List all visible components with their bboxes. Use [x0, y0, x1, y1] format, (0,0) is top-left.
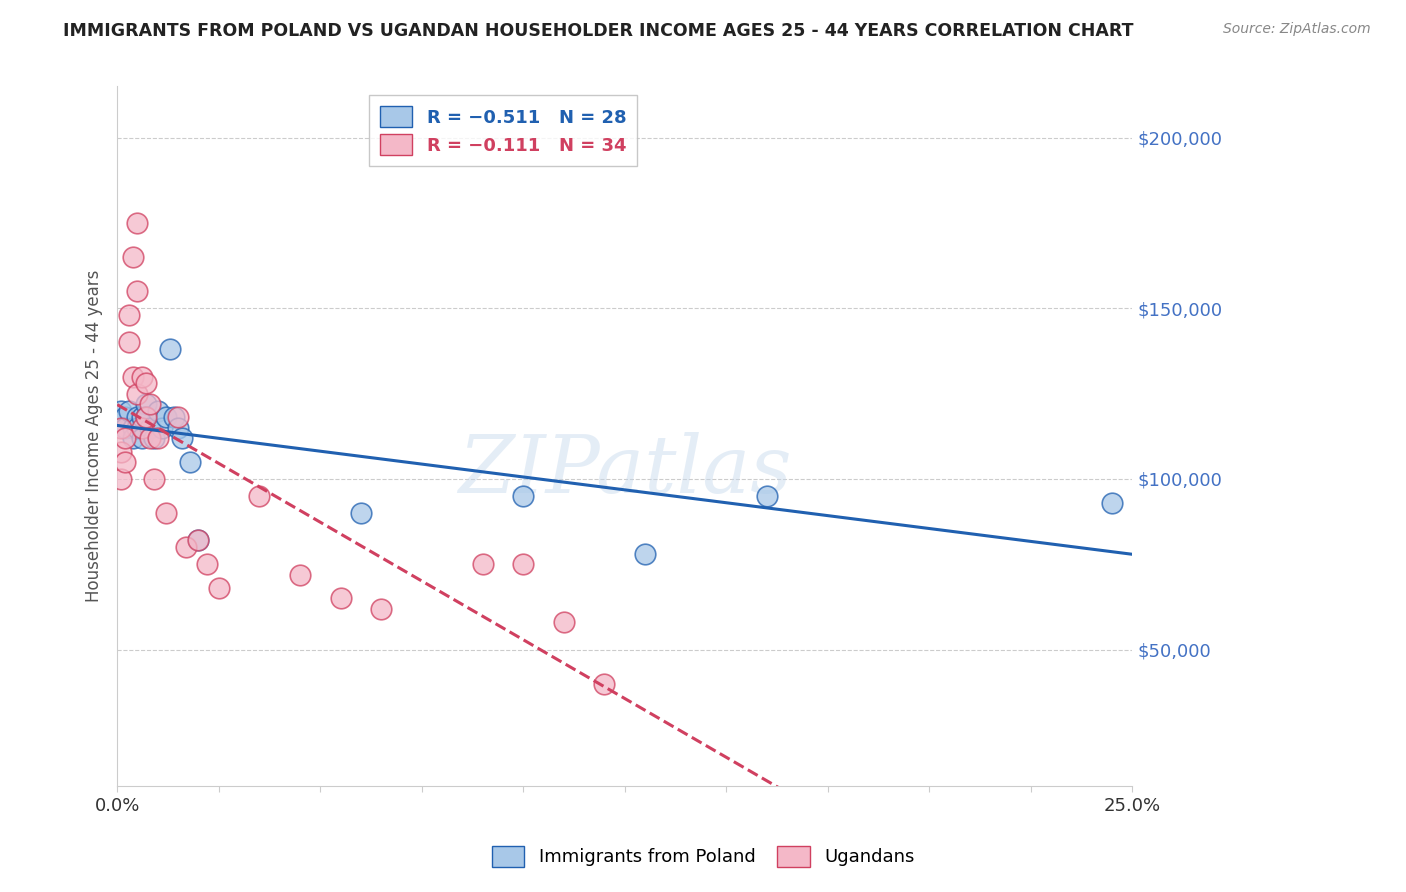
Point — [146, 431, 169, 445]
Point — [114, 410, 136, 425]
Point — [247, 489, 270, 503]
Point — [135, 410, 157, 425]
Legend: R = −0.511   N = 28, R = −0.111   N = 34: R = −0.511 N = 28, R = −0.111 N = 34 — [368, 95, 637, 166]
Point — [634, 547, 657, 561]
Point — [755, 489, 778, 503]
Point — [172, 431, 194, 445]
Point — [138, 431, 160, 445]
Point — [110, 472, 132, 486]
Point — [135, 397, 157, 411]
Point — [179, 455, 201, 469]
Point — [512, 489, 534, 503]
Y-axis label: Householder Income Ages 25 - 44 years: Householder Income Ages 25 - 44 years — [86, 270, 103, 602]
Point — [122, 421, 145, 435]
Point — [288, 567, 311, 582]
Point — [114, 431, 136, 445]
Point — [138, 397, 160, 411]
Point — [471, 558, 494, 572]
Point — [114, 455, 136, 469]
Point — [350, 506, 373, 520]
Point — [131, 431, 153, 445]
Point — [127, 284, 149, 298]
Point — [127, 410, 149, 425]
Point — [208, 581, 231, 595]
Text: IMMIGRANTS FROM POLAND VS UGANDAN HOUSEHOLDER INCOME AGES 25 - 44 YEARS CORRELAT: IMMIGRANTS FROM POLAND VS UGANDAN HOUSEH… — [63, 22, 1133, 40]
Point — [329, 591, 352, 606]
Point — [131, 421, 153, 435]
Point — [118, 403, 141, 417]
Point — [370, 601, 392, 615]
Point — [159, 342, 181, 356]
Point — [135, 410, 157, 425]
Legend: Immigrants from Poland, Ugandans: Immigrants from Poland, Ugandans — [485, 838, 921, 874]
Point — [167, 410, 190, 425]
Point — [187, 533, 209, 548]
Point — [122, 250, 145, 264]
Point — [138, 421, 160, 435]
Point — [163, 410, 186, 425]
Point — [195, 558, 218, 572]
Point — [553, 615, 575, 630]
Point — [127, 386, 149, 401]
Point — [122, 369, 145, 384]
Text: ZIPatlas: ZIPatlas — [458, 433, 792, 510]
Point — [131, 410, 153, 425]
Point — [150, 421, 173, 435]
Point — [155, 410, 177, 425]
Point — [114, 421, 136, 435]
Point — [146, 403, 169, 417]
Point — [127, 421, 149, 435]
Point — [167, 421, 190, 435]
Point — [135, 376, 157, 391]
Point — [110, 403, 132, 417]
Point — [187, 533, 209, 548]
Point — [512, 558, 534, 572]
Point — [118, 308, 141, 322]
Text: Source: ZipAtlas.com: Source: ZipAtlas.com — [1223, 22, 1371, 37]
Point — [142, 472, 165, 486]
Point — [127, 216, 149, 230]
Point — [131, 369, 153, 384]
Point — [142, 431, 165, 445]
Point — [110, 444, 132, 458]
Point — [110, 421, 132, 435]
Point — [174, 540, 197, 554]
Point — [122, 431, 145, 445]
Point — [155, 506, 177, 520]
Point — [593, 677, 616, 691]
Point — [1101, 496, 1123, 510]
Point — [118, 335, 141, 350]
